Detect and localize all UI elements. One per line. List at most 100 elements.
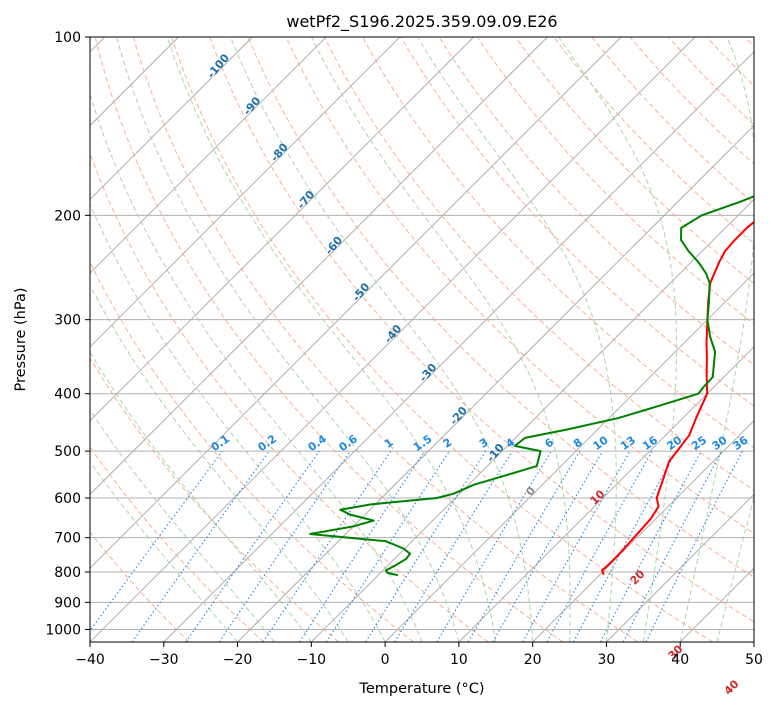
- isotherm-line: [311, 198, 754, 642]
- x-tick-label: 20: [524, 652, 542, 668]
- y-axis: 100 200 300 400 500 600 700 800 900 1000: [45, 30, 90, 638]
- mixing-ratio-line: [522, 450, 631, 642]
- isotherm-line: [90, 37, 474, 422]
- dry-adiabat-label: -20: [447, 404, 470, 428]
- mixing-ratio-line: [394, 450, 513, 642]
- dry-adiabat-line: [591, 37, 754, 205]
- y-tick-label: 500: [54, 444, 81, 460]
- moist-adiabat-line: [116, 37, 460, 642]
- dry-adiabat-line: [362, 37, 754, 449]
- y-tick-label: 900: [54, 595, 81, 611]
- isotherm-line: [90, 37, 253, 200]
- dry-adiabat-line: [90, 260, 414, 642]
- dry-adiabat-label: -70: [295, 188, 318, 212]
- y-tick-label: 400: [54, 387, 81, 403]
- y-tick-label: 1000: [45, 622, 81, 638]
- mixing-ratio-label: 1: [382, 436, 396, 451]
- dry-adiabat-line: [90, 356, 339, 642]
- dry-adiabat-label: -30: [417, 361, 440, 385]
- moist-adiabat-line: [679, 37, 754, 642]
- x-tick-label: 50: [745, 652, 763, 668]
- dry-adiabat-label: -50: [350, 280, 373, 304]
- mixing-ratio-label: 36: [730, 433, 750, 453]
- x-tick-label: 10: [450, 652, 468, 668]
- isotherm-line: [90, 37, 696, 642]
- y-tick-label: 700: [54, 531, 81, 547]
- mixing-ratio-label: 30: [710, 433, 730, 453]
- moist-adiabat-line: [311, 37, 571, 642]
- dry-adiabat-line: [438, 37, 754, 366]
- mixing-ratio-line: [131, 450, 270, 642]
- moist-adiabat-line: [230, 37, 534, 642]
- y-tick-label: 800: [54, 565, 81, 581]
- x-tick-label: −40: [75, 652, 105, 668]
- mixing-ratio-label: 16: [640, 433, 660, 453]
- mixing-ratio-line: [325, 450, 450, 642]
- dry-adiabat-line: [629, 37, 754, 165]
- mixing-ratio-line: [467, 450, 581, 642]
- x-axis-label: Temperature (°C): [358, 681, 484, 697]
- mixing-ratio-line: [645, 450, 743, 642]
- isotherm-line: [90, 37, 327, 274]
- moist-adiabat-line: [90, 92, 423, 642]
- chart-title: wetPf2_S196.2025.359.09.09.E26: [286, 12, 557, 32]
- y-tick-label: 300: [54, 313, 81, 329]
- mixing-ratio-label: 10: [591, 433, 611, 453]
- background-lines: [90, 37, 754, 642]
- mixing-ratio-line: [90, 450, 223, 632]
- mixing-ratio-label: 25: [689, 434, 709, 453]
- isotherm-line: [163, 51, 754, 642]
- dry-adiabat-label: -60: [322, 234, 345, 258]
- dry-adiabat-line: [744, 37, 754, 48]
- dry-adiabat-line: [171, 37, 713, 642]
- dewpoint-profile-line: [309, 195, 754, 577]
- dry-adiabat-line: [667, 37, 754, 126]
- isotherm-line: [90, 37, 622, 569]
- moist-adiabat-line: [558, 37, 678, 642]
- isotherm-line: [606, 493, 754, 642]
- mixing-ratio-line: [185, 450, 320, 642]
- dry-adiabat-line: [132, 37, 639, 642]
- dry-adiabat-line: [209, 37, 754, 623]
- mixing-ratio-line: [600, 450, 702, 642]
- mixing-ratio-line: [299, 450, 426, 642]
- moist-adiabat-line: [716, 496, 754, 642]
- isotherm-line: [458, 346, 754, 642]
- dry-adiabat-label: 0: [523, 484, 538, 498]
- x-tick-label: −30: [149, 652, 179, 668]
- dry-adiabat-line: [90, 531, 190, 642]
- isotherm-line: [90, 37, 548, 496]
- isotherm-line: [753, 641, 754, 642]
- mixing-ratio-label: 2: [441, 436, 455, 451]
- dry-adiabat-line: [90, 152, 489, 642]
- moist-adiabat-line: [90, 351, 312, 642]
- mixing-ratio-line: [218, 450, 351, 642]
- mixing-ratio-label: 13: [618, 434, 638, 453]
- dry-adiabat-line: [94, 37, 564, 642]
- dry-adiabat-line: [323, 37, 754, 491]
- mixing-ratio-line: [546, 450, 653, 642]
- x-tick-label: −20: [223, 652, 253, 668]
- y-tick-label: 100: [54, 30, 81, 46]
- moist-adiabat-line: [90, 284, 349, 642]
- moist-adiabat-line: [417, 37, 617, 642]
- mixing-ratio-label: 8: [571, 436, 585, 451]
- mixing-ratio-line: [622, 450, 723, 642]
- dry-adiabat-label: -90: [241, 94, 264, 118]
- dry-adiabat-line: [515, 37, 754, 285]
- dry-adiabat-line: [90, 446, 265, 642]
- y-tick-label: 600: [54, 491, 81, 507]
- x-tick-label: 40: [671, 652, 689, 668]
- y-tick-label: 200: [54, 208, 81, 224]
- moist-adiabat-label: 10: [588, 487, 608, 507]
- moist-adiabat-line: [90, 460, 238, 642]
- dry-adiabat-label: -100: [204, 51, 232, 81]
- isotherm-line: [90, 37, 401, 348]
- isotherm-line: [532, 420, 754, 642]
- moist-adiabat-line: [166, 37, 497, 642]
- x-axis: −40 −30 −20 −10 0 10 20 30 40 50: [75, 642, 763, 668]
- dry-adiabat-label: -80: [268, 140, 291, 164]
- dry-adiabat-line: [285, 37, 754, 534]
- plot-frame: [89, 36, 755, 643]
